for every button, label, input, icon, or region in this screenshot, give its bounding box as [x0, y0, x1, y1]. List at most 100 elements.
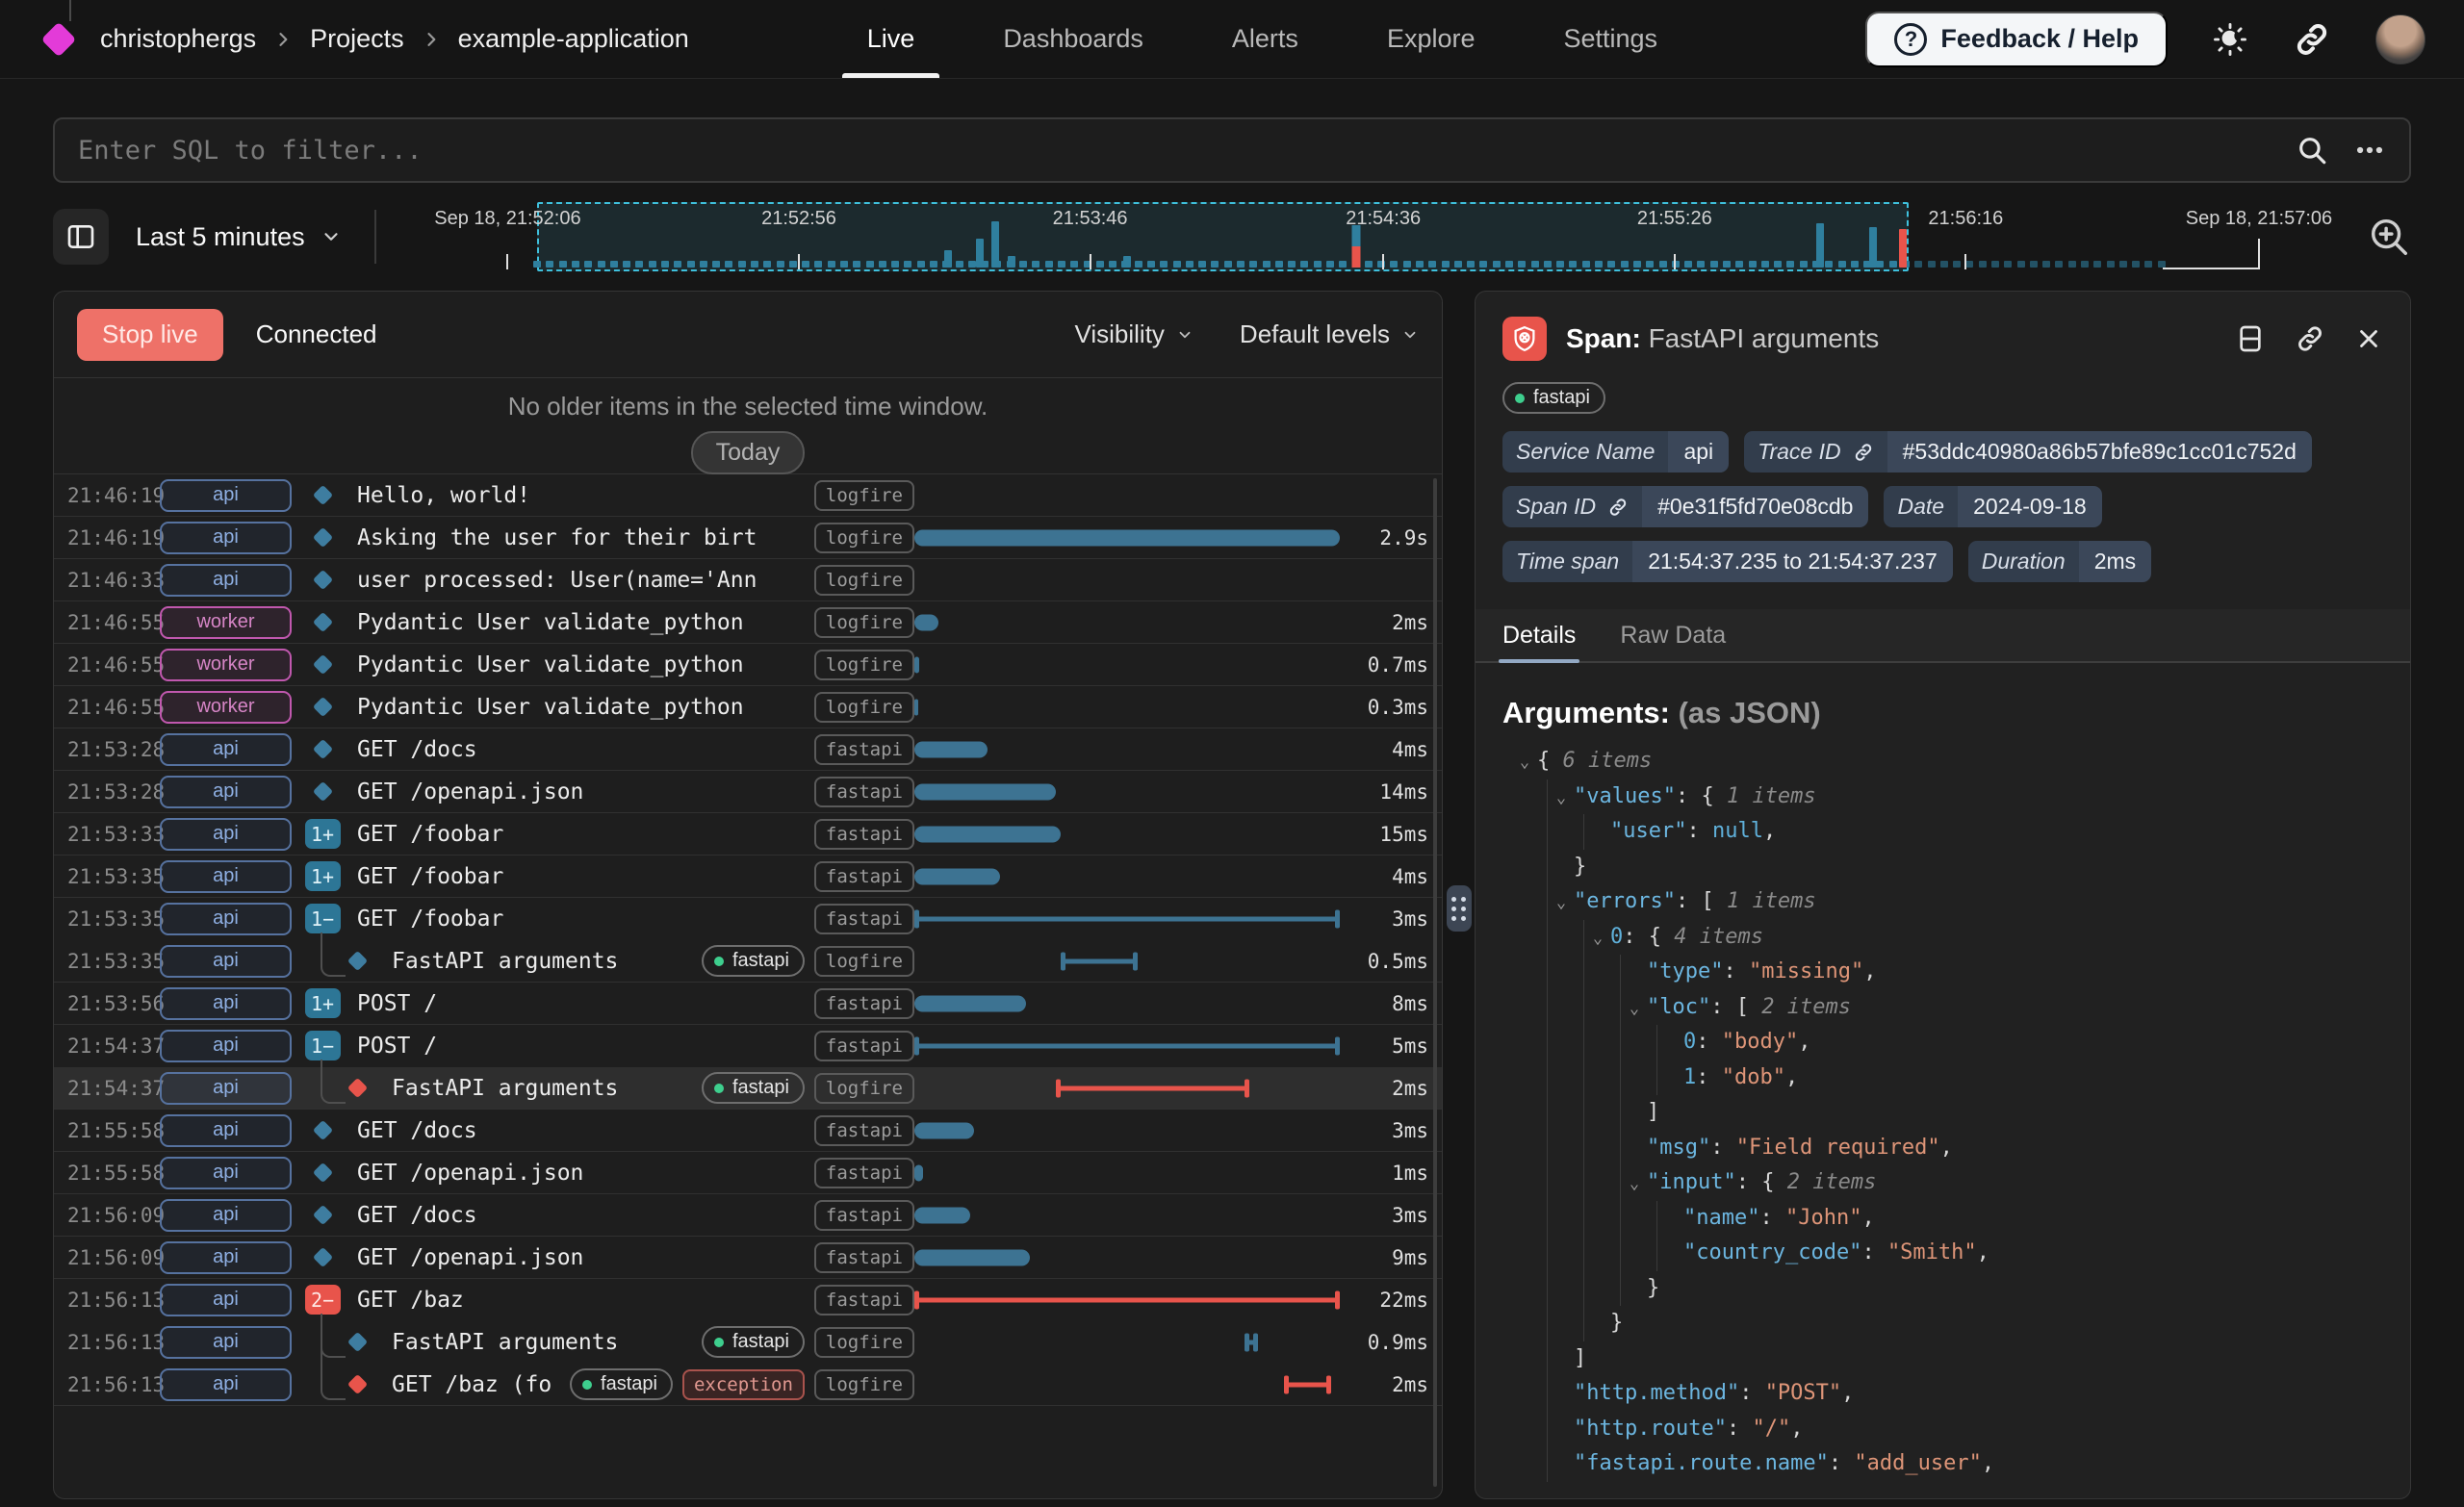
search-icon[interactable] [2296, 134, 2328, 166]
breadcrumb-item-christophergs[interactable]: christophergs [100, 24, 257, 53]
logfire-logo-icon[interactable] [40, 21, 77, 57]
sidebar-toggle-button[interactable] [53, 209, 109, 265]
share-link-icon[interactable] [2293, 20, 2331, 59]
trace-row[interactable]: 21:56:13 api FastAPI arguments fastapi logfi… [54, 1314, 1442, 1364]
children-toggle-badge[interactable]: 1− [304, 1031, 341, 1060]
collapse-caret-icon[interactable]: ⌄ [1592, 928, 1604, 948]
trace-row[interactable]: 21:55:58 api GET /docs fastapi 3ms [54, 1110, 1442, 1152]
link-icon[interactable] [1853, 442, 1874, 463]
tag-label: fastapi [732, 950, 789, 971]
user-avatar[interactable] [2375, 13, 2426, 64]
trace-row[interactable]: 21:53:28 api GET /docs fastapi 4ms [54, 728, 1442, 771]
trace-row[interactable]: 21:46:55 worker Pydantic User validate_pyt… [54, 644, 1442, 686]
sql-filter-input[interactable] [78, 135, 2296, 166]
tab-explore[interactable]: Explore [1386, 24, 1476, 53]
marker-slot [297, 569, 347, 591]
service-tag-api: api [160, 1240, 292, 1274]
histogram-spike [1898, 229, 1907, 268]
trace-row[interactable]: 21:56:13 api 2− GET /baz fastapi 22ms [54, 1279, 1442, 1321]
span-metadata-chips: Service Name api Trace ID #53ddc40980a86b57… [1502, 431, 2383, 582]
today-button[interactable]: Today [690, 431, 806, 474]
trace-row[interactable]: 21:46:33 api user processed: User(name='An… [54, 559, 1442, 601]
timestamp: 21:56:13 [67, 1288, 166, 1312]
span-message: Hello, world! [357, 482, 531, 508]
children-toggle-badge[interactable]: 1+ [304, 988, 341, 1018]
stop-live-button[interactable]: Stop live [77, 308, 223, 361]
trace-row[interactable]: 21:46:55 worker Pydantic User validate_pyt… [54, 686, 1442, 728]
timeline[interactable]: Sep 18, 21:52:06 21:52:56 21:53:46 21:54:36… [382, 198, 2349, 275]
default-levels-dropdown[interactable]: Default levels [1240, 319, 1419, 349]
collapse-caret-icon[interactable]: ⌄ [1629, 1174, 1640, 1193]
histogram-bar [1134, 261, 1142, 268]
trace-row[interactable]: 21:56:09 api GET /openapi.json fastapi 9ms [54, 1237, 1442, 1279]
histogram-bar [814, 261, 823, 268]
collapse-caret-icon[interactable]: ⌄ [1555, 893, 1567, 912]
timeline-selection[interactable] [537, 202, 1910, 271]
breadcrumb-item-Projects[interactable]: Projects [310, 24, 404, 53]
breadcrumb-item-example-application[interactable]: example-application [457, 24, 689, 53]
trace-row[interactable]: 21:54:37 api FastAPI arguments fastapi logfi… [54, 1060, 1442, 1110]
duration-label: 3ms [1392, 1203, 1428, 1227]
trace-row[interactable]: 21:53:35 api 1+ GET /foobar fastapi 4ms [54, 856, 1442, 898]
marker-slot [297, 1246, 347, 1268]
tab-live[interactable]: Live [842, 0, 939, 78]
trace-row[interactable]: 21:53:35 api 1− GET /foobar fastapi 3ms [54, 898, 1442, 940]
indent-guide [1620, 989, 1621, 1025]
trace-row[interactable]: 21:46:55 worker Pydantic User validate_pyt… [54, 601, 1442, 644]
children-toggle-badge[interactable]: 1− [304, 904, 341, 933]
collapse-caret-icon[interactable]: ⌄ [1555, 787, 1567, 807]
tab-settings[interactable]: Settings [1563, 24, 1658, 53]
trace-list-panel: Stop live Connected Visibility Default l… [53, 291, 1443, 1499]
histogram-bar [827, 261, 835, 268]
children-toggle-badge[interactable]: 1+ [304, 819, 341, 849]
timeline-tick [1964, 254, 1967, 269]
collapse-caret-icon[interactable]: ⌄ [1629, 998, 1640, 1018]
histogram-bar [1288, 261, 1296, 268]
scrollbar[interactable] [1433, 478, 1437, 1487]
span-message: FastAPI arguments [392, 948, 619, 974]
theme-toggle-icon[interactable] [2212, 21, 2248, 58]
timestamp: 21:53:28 [67, 737, 166, 761]
histogram-bar [1722, 261, 1731, 268]
json-line: "country_code": "Smith", [1502, 1236, 2383, 1271]
trace-row[interactable]: 21:56:09 api GET /docs fastapi 3ms [54, 1194, 1442, 1237]
zoom-in-icon[interactable] [2349, 215, 2411, 259]
visibility-dropdown[interactable]: Visibility [1074, 319, 1193, 349]
trace-row[interactable]: 21:54:37 api 1− POST / fastapi 5ms [54, 1025, 1442, 1067]
duration-bar [914, 909, 1340, 928]
link-icon[interactable] [1607, 497, 1629, 518]
histogram-bar [763, 261, 772, 268]
json-line: "http.route": "/", [1502, 1411, 2383, 1446]
trace-row[interactable]: 21:56:13 api GET /baz (fo fastapi exception l… [54, 1314, 1442, 1406]
tag-fastapi: fastapi [813, 1241, 914, 1273]
panel-layout-icon[interactable] [2235, 323, 2266, 354]
histogram-bar [891, 261, 900, 268]
chip-trace-id: Trace ID #53ddc40980a86b57bfe89c1cc01c752… [1744, 431, 2312, 473]
copy-link-icon[interactable] [2295, 323, 2325, 354]
histogram-bar [1364, 261, 1373, 268]
duration-bar [914, 1164, 923, 1181]
trace-row[interactable]: 21:55:58 api GET /openapi.json fastapi 1ms [54, 1152, 1442, 1194]
time-range-select[interactable]: Last 5 minutes [136, 222, 342, 252]
close-icon[interactable] [2354, 324, 2383, 353]
trace-row[interactable]: 21:53:28 api GET /openapi.json fastapi 14ms [54, 771, 1442, 813]
collapse-caret-icon[interactable]: ⌄ [1519, 753, 1530, 772]
children-toggle-badge[interactable]: 1+ [304, 861, 341, 891]
scope-tag-row: fastapi [1502, 382, 2383, 414]
children-toggle-badge[interactable]: 2− [304, 1285, 341, 1315]
trace-row[interactable]: 21:46:19 api Hello, world! logfire [54, 474, 1442, 517]
trace-row[interactable]: 21:53:33 api 1+ GET /foobar fastapi 15ms [54, 813, 1442, 856]
more-options-icon[interactable] [2353, 134, 2386, 166]
trace-row[interactable]: 21:46:19 api Asking the user for their bir… [54, 517, 1442, 559]
fastapi-scope-tag: fastapi [701, 1326, 805, 1358]
span-message: GET /docs [357, 1117, 477, 1143]
detail-tab-raw-data[interactable]: Raw Data [1620, 621, 1727, 649]
detail-tab-details[interactable]: Details [1498, 609, 1580, 663]
trace-row[interactable]: 21:53:35 api FastAPI arguments fastapi logfi… [54, 932, 1442, 983]
feedback-help-button[interactable]: ? Feedback / Help [1865, 11, 2168, 67]
tab-dashboards[interactable]: Dashboards [1003, 24, 1143, 53]
divider-grip-handle[interactable] [1446, 885, 1472, 932]
histogram-bar [635, 261, 644, 268]
trace-row[interactable]: 21:53:56 api 1+ POST / fastapi 8ms [54, 983, 1442, 1025]
tab-alerts[interactable]: Alerts [1231, 24, 1298, 53]
